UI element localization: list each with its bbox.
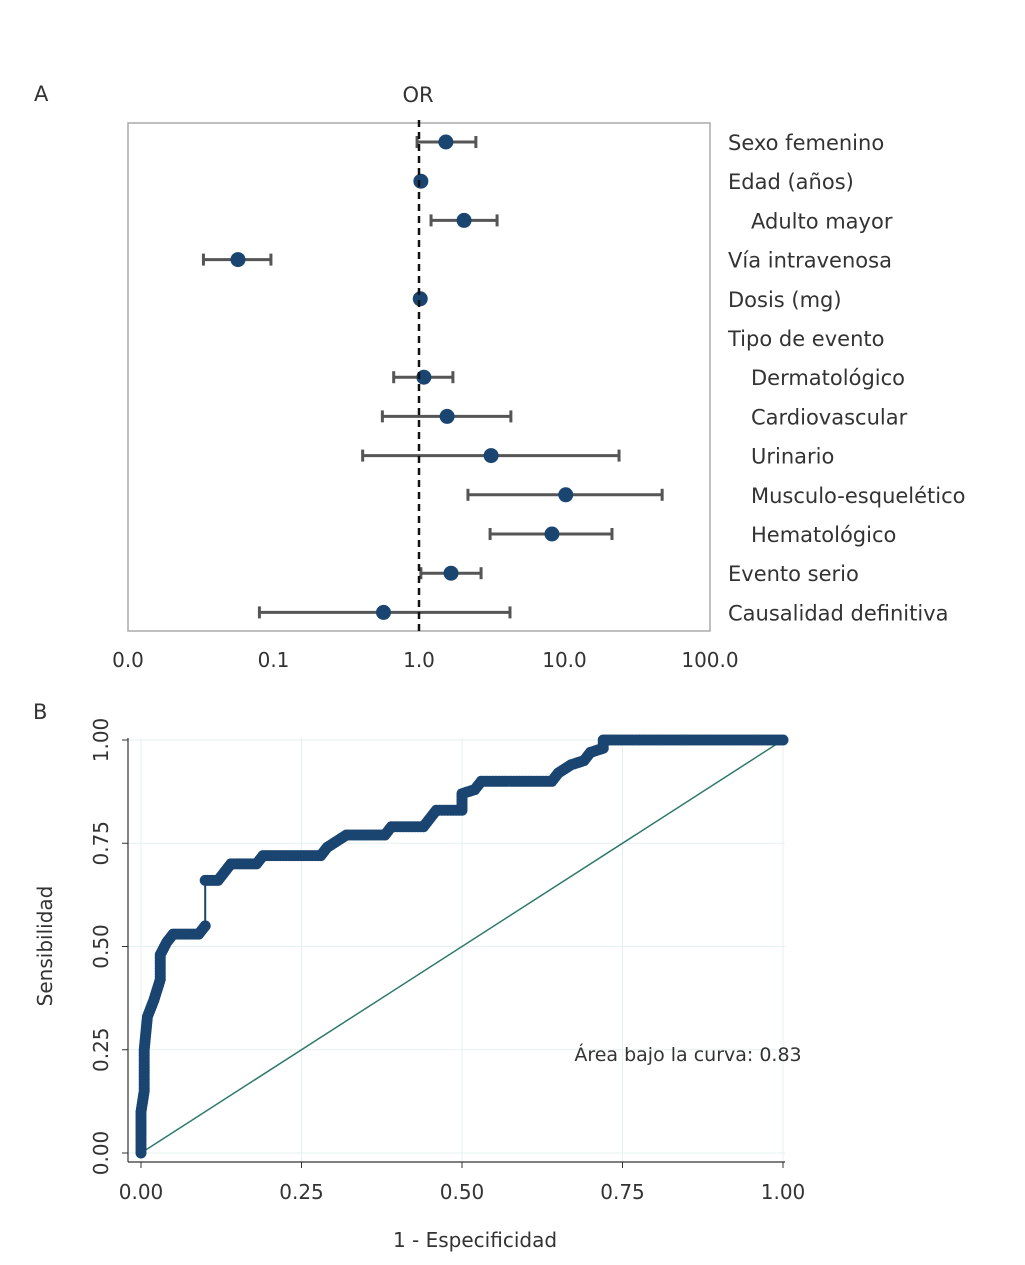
y-tick-label: 1.00 (89, 718, 113, 763)
row-label: Edad (años) (728, 170, 854, 194)
panel-label-b: B (33, 700, 47, 724)
y-axis-label: Sensibilidad (33, 886, 57, 1007)
x-tick-label: 1.0 (403, 648, 435, 672)
x-tick-label: 0.1 (258, 648, 290, 672)
row-label: Dermatológico (751, 366, 905, 390)
row-label: Causalidad definitiva (728, 601, 949, 625)
x-tick-label: 0.75 (600, 1180, 645, 1204)
roc-point (777, 734, 789, 746)
forest-title: OR (402, 83, 433, 107)
row-label: Urinario (751, 445, 834, 469)
row-label: Hematológico (751, 523, 896, 547)
or-point (558, 487, 574, 503)
or-point (439, 408, 455, 424)
row-label: Cardiovascular (751, 405, 908, 429)
or-point (456, 212, 472, 228)
y-tick-label: 0.75 (89, 821, 113, 866)
x-tick-label: 10.0 (542, 648, 587, 672)
or-point (413, 173, 429, 189)
roc-plot: 0.000.00 0.25 0.25 0.50 0.50 0.75 0.75 1.00 1.00 (89, 718, 805, 1204)
x-tick-label: 100.0 (681, 648, 738, 672)
row-label: Sexo femenino (728, 131, 884, 155)
panel-label-a: A (34, 82, 49, 106)
x-tick-label: 0.25 (279, 1180, 324, 1204)
or-point (375, 604, 391, 620)
or-point (412, 291, 428, 307)
x-axis-label: 1 - Especificidad (393, 1228, 557, 1252)
row-label: Vía intravenosa (728, 249, 892, 273)
row-label: Evento serio (728, 562, 859, 586)
y-tick-label: 0.25 (89, 1027, 113, 1072)
or-point (443, 565, 459, 581)
x-tick-label: 0.00 (119, 1180, 164, 1204)
reference-diagonal (140, 739, 784, 1154)
row-label: Musculo-esquelético (751, 484, 966, 508)
x-tick-label: 0.50 (440, 1180, 485, 1204)
auc-annotation: Área bajo la curva: 0.83 (574, 1043, 801, 1066)
or-point (230, 252, 246, 268)
row-label: Dosis (mg) (728, 288, 842, 312)
or-point (483, 448, 499, 464)
x-tick-label: 1.00 (761, 1180, 806, 1204)
row-label: Tipo de evento (727, 327, 884, 351)
roc-point (199, 920, 211, 932)
or-point (438, 134, 454, 150)
y-tick-label: 0.50 (89, 924, 113, 969)
x-tick-label: 0.0 (112, 648, 144, 672)
y-tick-label: 0.00 (89, 1131, 113, 1176)
forest-plot: Sexo femenino Edad (años) Adulto mayor Vía … (112, 120, 966, 672)
row-label: Adulto mayor (751, 209, 893, 233)
or-point (544, 526, 560, 542)
